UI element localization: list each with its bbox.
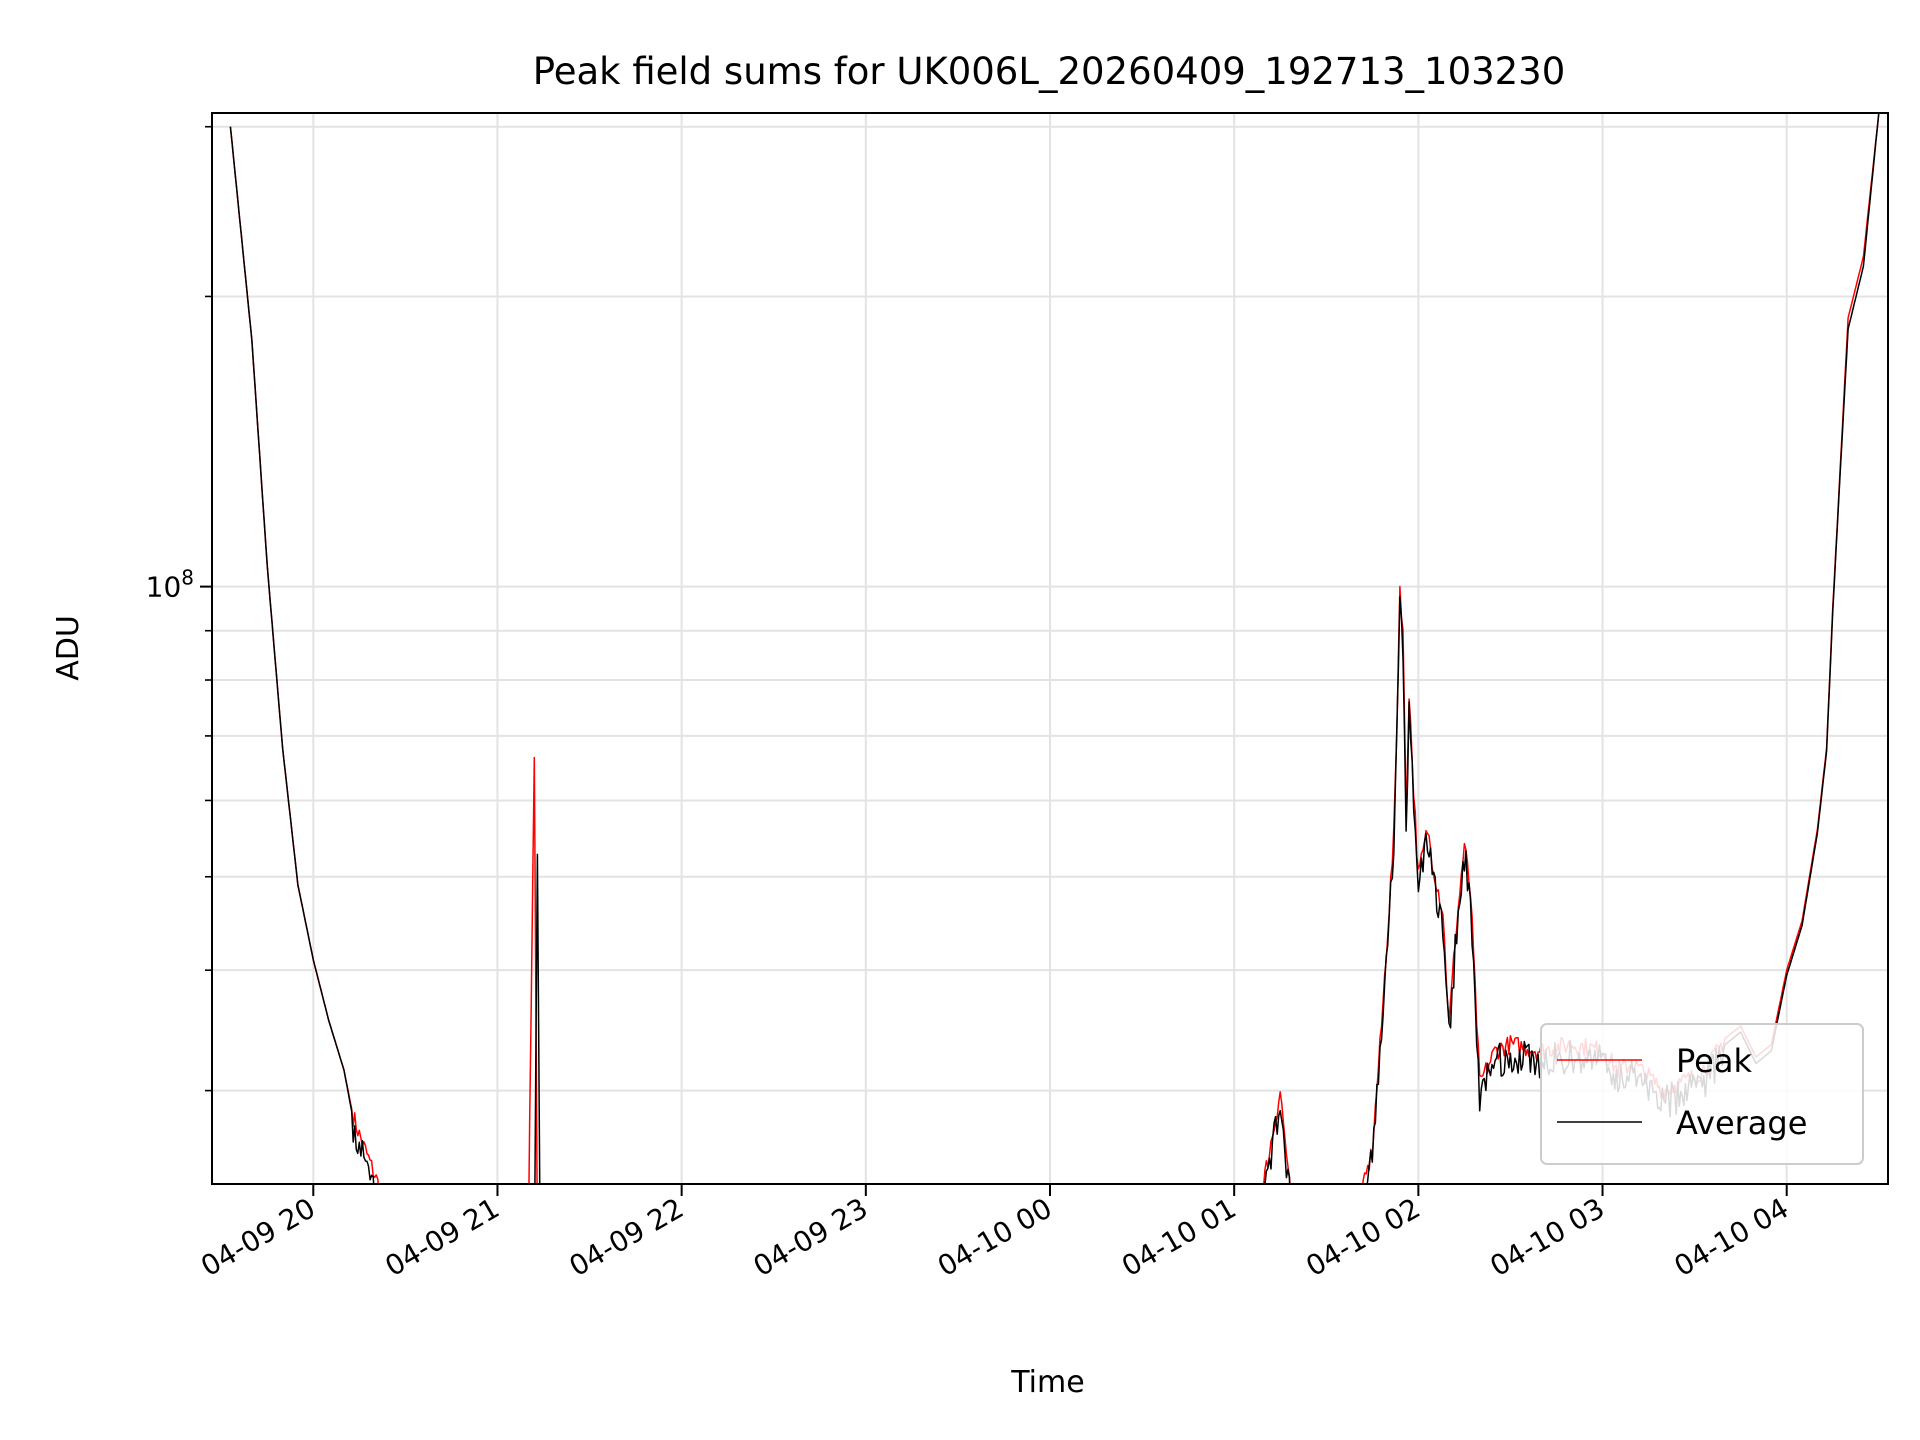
y-tick-label: 108 [146, 566, 194, 604]
legend: Peak Average [1540, 1023, 1864, 1165]
legend-peak-label: Peak [1676, 1042, 1752, 1080]
chart-title: Peak field sums for UK006L_20260409_1927… [533, 50, 1566, 93]
legend-box [1540, 1023, 1864, 1165]
y-axis-title: ADU [51, 615, 86, 681]
x-axis-title: Time [1010, 1365, 1084, 1400]
legend-average-label: Average [1676, 1104, 1807, 1142]
